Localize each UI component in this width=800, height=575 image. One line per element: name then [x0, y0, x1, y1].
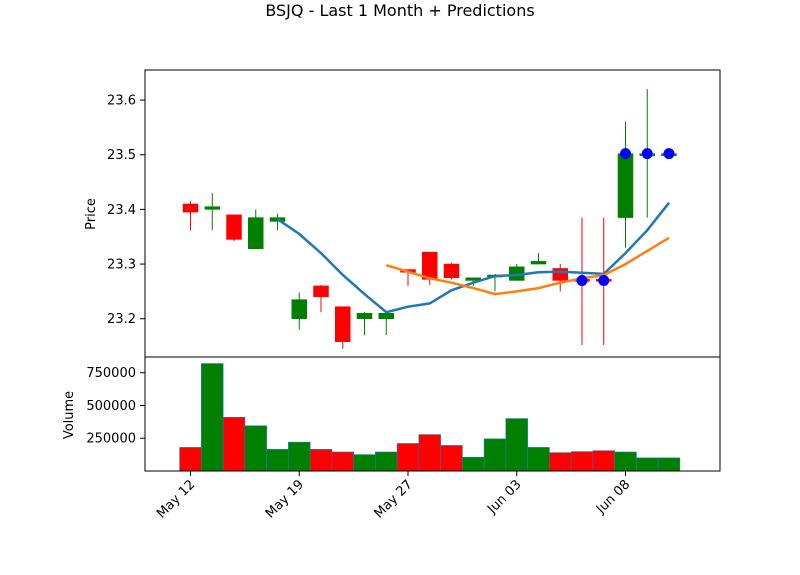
volume-bar [462, 456, 485, 472]
candle [248, 209, 264, 250]
candle [204, 193, 220, 231]
prediction-marker [641, 148, 653, 160]
prediction-marker [620, 148, 631, 160]
price-panel: 23.2 23.3 23.4 23.5 23.6 Price [84, 69, 721, 358]
volume-bar [222, 416, 246, 472]
prediction-marker [663, 148, 675, 160]
volume-tick-label: 750000 [86, 366, 136, 381]
volume-bar [396, 443, 420, 472]
candle-body [313, 285, 329, 298]
volume-bar [244, 425, 267, 472]
candle-body [204, 206, 220, 210]
prediction-markers [576, 148, 675, 286]
volume-bars [179, 363, 681, 472]
volume-tick-label: 500000 [86, 399, 136, 414]
candle-body [422, 251, 438, 280]
volume-bar [570, 451, 594, 472]
candle-body [552, 268, 568, 281]
volume-bar [549, 452, 572, 472]
volume-bar [657, 457, 681, 472]
candle [356, 312, 373, 336]
volume-y-ticks: 250000 500000 750000 [86, 366, 145, 447]
price-tick-label: 23.5 [107, 148, 136, 163]
candle [443, 262, 460, 280]
volume-bar [614, 451, 637, 472]
candle-body [378, 313, 394, 319]
x-tick-label: Jun 03 [484, 477, 524, 517]
candle [313, 284, 329, 313]
candle [335, 306, 351, 349]
candle-body [356, 313, 373, 319]
candle-body [226, 214, 242, 240]
candle-body [248, 217, 264, 250]
candle-body [443, 263, 460, 278]
volume-bar [331, 451, 354, 472]
volume-tick-label: 250000 [86, 432, 136, 447]
price-tick-label: 23.2 [107, 312, 136, 327]
price-tick-label: 23.4 [107, 203, 136, 218]
price-plot-area [145, 70, 720, 357]
candle [530, 253, 547, 265]
volume-bar [592, 450, 615, 472]
volume-bar [505, 418, 528, 472]
price-axis-label: Price [84, 198, 99, 230]
x-tick-label: May 19 [263, 477, 307, 521]
ma-long-line [385, 236, 670, 296]
price-tick-label: 23.3 [107, 258, 136, 273]
volume-bar [288, 441, 311, 472]
candle-body [465, 277, 481, 281]
volume-bar [353, 454, 376, 472]
volume-bar [418, 434, 441, 472]
candle-body [617, 153, 634, 218]
volume-bar [440, 445, 463, 472]
volume-bar [527, 447, 550, 472]
candle-body [335, 306, 351, 342]
volume-bar [179, 447, 202, 472]
volume-bar [375, 451, 398, 472]
prediction-marker [576, 274, 588, 286]
candle [422, 251, 438, 285]
price-y-ticks: 23.2 23.3 23.4 23.5 23.6 [107, 94, 145, 327]
x-tick-label: Jun 08 [593, 477, 633, 517]
volume-bar [636, 457, 659, 472]
candle [291, 292, 307, 330]
x-axis-ticks: May 12 May 19 May 27 Jun 03 Jun 08 [154, 471, 633, 521]
volume-bar [201, 363, 224, 472]
volume-panel-frame [144, 356, 721, 472]
volume-panel: 250000 500000 750000 Volume [62, 356, 721, 472]
volume-bar [309, 449, 333, 472]
volume-bar [266, 449, 289, 472]
chart-title: BSJQ - Last 1 Month + Predictions [265, 1, 534, 20]
prediction-marker [598, 274, 610, 286]
candle-body [530, 261, 547, 265]
candle-body [182, 203, 199, 213]
volume-bar [483, 438, 507, 472]
x-tick-label: May 27 [372, 477, 416, 521]
price-tick-label: 23.6 [107, 94, 136, 109]
candle [226, 214, 242, 242]
price-candles-layer [182, 89, 677, 349]
x-tick-label: May 12 [154, 477, 198, 521]
candle [182, 201, 199, 231]
volume-axis-label: Volume [62, 391, 77, 439]
candle-body [291, 299, 307, 319]
